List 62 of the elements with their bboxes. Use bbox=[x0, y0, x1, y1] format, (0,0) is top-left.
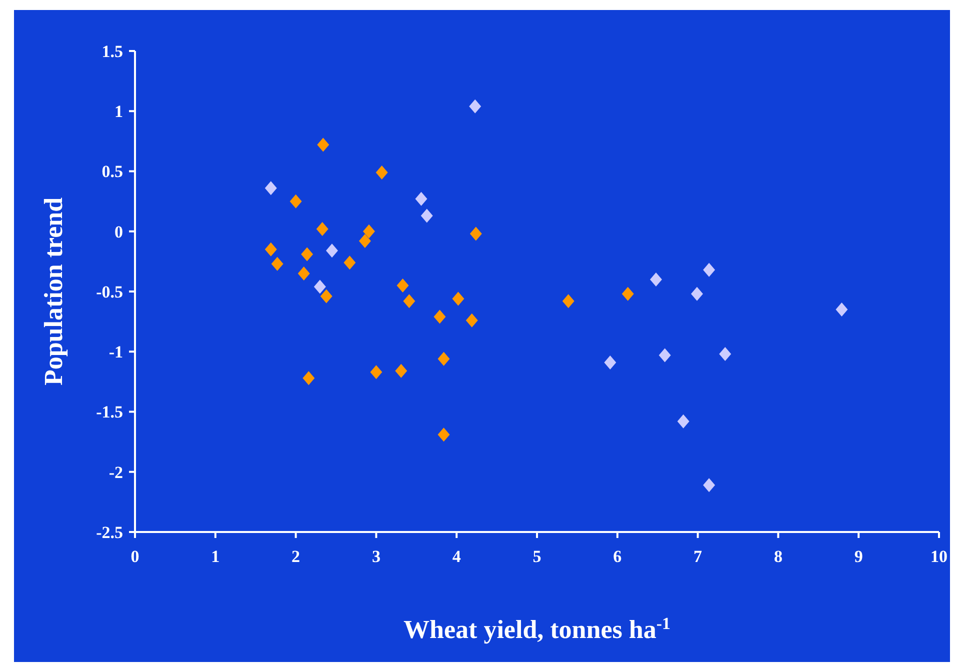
y-tick-label: -2.5 bbox=[96, 522, 123, 542]
point bbox=[314, 280, 326, 294]
x-tick-label: 1 bbox=[211, 547, 220, 566]
point bbox=[320, 289, 332, 304]
x-tick-label: 4 bbox=[452, 547, 462, 566]
point bbox=[469, 99, 482, 114]
point bbox=[358, 234, 371, 248]
point bbox=[264, 242, 277, 256]
point bbox=[452, 292, 464, 306]
x-tick-label: 6 bbox=[613, 547, 622, 566]
x-axis-title: Wheat yield, tonnes ha$^{-1}$ bbox=[404, 614, 670, 644]
point bbox=[434, 310, 446, 324]
x-tick-label: 2 bbox=[292, 547, 300, 566]
point bbox=[690, 286, 703, 301]
point bbox=[362, 224, 375, 238]
point bbox=[438, 428, 450, 442]
x-tick-label: 3 bbox=[372, 547, 380, 566]
point bbox=[438, 352, 450, 366]
y-tick-label: 0.5 bbox=[102, 162, 123, 182]
point bbox=[301, 247, 314, 262]
point bbox=[677, 414, 690, 428]
point bbox=[622, 286, 634, 301]
x-tick-label: 9 bbox=[854, 547, 863, 566]
y-tick-label: 1.5 bbox=[102, 42, 123, 61]
point bbox=[650, 272, 662, 286]
x-tick-label: 10 bbox=[930, 547, 948, 566]
point bbox=[326, 244, 338, 258]
point bbox=[658, 348, 671, 362]
y-tick-label: -1 bbox=[108, 342, 123, 362]
point bbox=[470, 226, 482, 241]
point bbox=[604, 355, 616, 370]
point bbox=[271, 256, 284, 271]
point bbox=[836, 302, 848, 317]
point bbox=[719, 347, 732, 362]
y-tick-label: 0 bbox=[114, 222, 123, 242]
point bbox=[703, 478, 716, 492]
point bbox=[396, 278, 409, 292]
point bbox=[290, 194, 302, 208]
point bbox=[317, 138, 330, 152]
y-tick-label: -1.5 bbox=[96, 402, 123, 422]
point bbox=[466, 313, 478, 328]
y-tick-label: -2 bbox=[108, 462, 123, 482]
point bbox=[264, 181, 277, 196]
point bbox=[302, 371, 315, 386]
x-tick-label: 8 bbox=[774, 547, 782, 566]
point bbox=[344, 256, 356, 270]
point bbox=[376, 165, 388, 180]
x-tick-label: 0 bbox=[130, 547, 140, 566]
x-tick-label: 5 bbox=[532, 547, 542, 566]
y-tick-label: 1 bbox=[114, 102, 123, 122]
y-tick-label: -0.5 bbox=[96, 282, 123, 302]
point bbox=[415, 192, 428, 206]
point bbox=[403, 294, 416, 308]
point bbox=[316, 222, 328, 236]
point bbox=[703, 262, 716, 277]
point bbox=[370, 365, 382, 380]
y-axis-title: Population trend bbox=[39, 196, 68, 386]
point bbox=[420, 208, 433, 223]
point bbox=[395, 364, 408, 378]
x-tick-label: 7 bbox=[694, 547, 703, 566]
point bbox=[298, 266, 310, 280]
point bbox=[562, 294, 574, 308]
